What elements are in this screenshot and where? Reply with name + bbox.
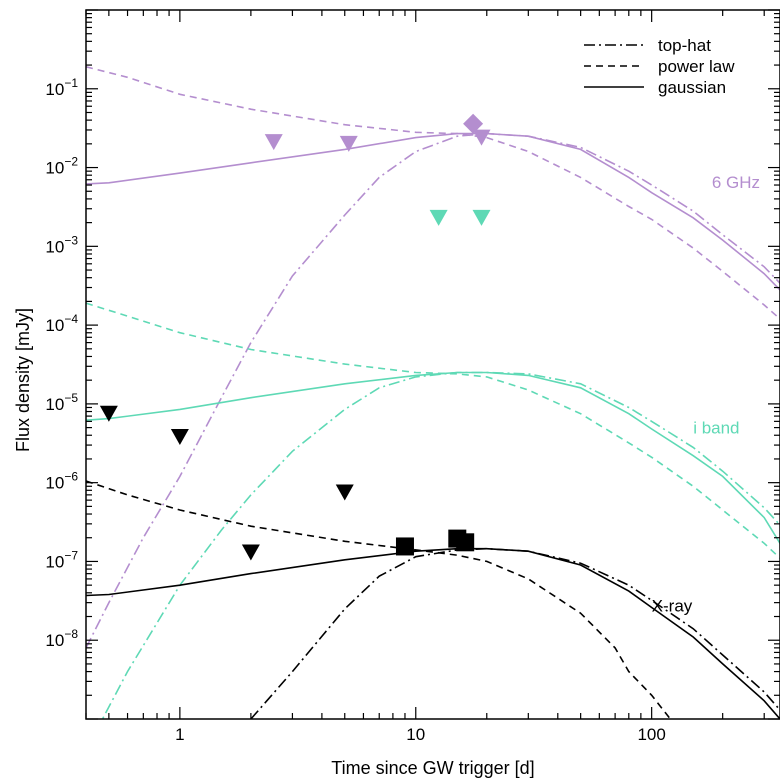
i-band-power-law-curve — [86, 302, 780, 559]
plot-frame — [85, 9, 780, 720]
y-tick-label: 10−1 — [45, 76, 78, 99]
i-band-top-hat-curve — [101, 371, 780, 719]
band-label-x-ray: X-ray — [652, 597, 693, 616]
legend-label-gaussian: gaussian — [658, 78, 726, 97]
i-band-upper-limit-marker — [429, 209, 448, 226]
x-ray-upper-limit-marker — [170, 428, 189, 445]
band-label-6-ghz: 6 GHz — [712, 173, 760, 192]
x-ray-top-hat-curve — [250, 547, 780, 719]
6-ghz-upper-limit-marker — [264, 134, 283, 151]
x-ray-gaussian-curve — [86, 547, 780, 719]
6-ghz-power-law-curve — [86, 66, 780, 320]
6-ghz-upper-limit-marker — [472, 129, 491, 146]
x-tick-label: 10 — [406, 725, 425, 744]
legend-label-power-law: power law — [658, 57, 735, 76]
band-labels: 6 GHz i band X-ray — [652, 173, 760, 616]
y-tick-label: 10−8 — [45, 627, 78, 650]
y-tick-label: 10−2 — [45, 155, 78, 178]
6-ghz-top-hat-curve — [86, 132, 780, 649]
band-label-i-band: i band — [693, 419, 739, 438]
x-ray-upper-limit-marker — [241, 544, 260, 561]
y-axis-title: Flux density [mJy] — [13, 308, 33, 452]
i-band-upper-limit-marker — [472, 209, 491, 226]
x-axis-title: Time since GW trigger [d] — [331, 758, 534, 778]
6-ghz-upper-limit-marker — [339, 135, 358, 152]
legend-label-top-hat: top-hat — [658, 36, 711, 55]
x-ray-upper-limit-marker — [335, 484, 354, 501]
model-curves — [86, 66, 780, 719]
y-tick-label: 10−4 — [45, 312, 78, 335]
6-ghz-detection-marker — [463, 113, 484, 134]
x-ray-upper-limit-marker — [99, 405, 118, 422]
legend: top-hat power law gaussian — [584, 36, 735, 97]
data-markers — [99, 113, 491, 561]
x-ray-detection-marker — [395, 537, 414, 556]
y-tick-label: 10−7 — [45, 548, 78, 571]
x-tick-label: 1 — [175, 725, 184, 744]
x-ray-detection-marker — [456, 533, 475, 552]
x-tick-label: 100 — [637, 725, 665, 744]
axes: 1 10 100 10−1 10−2 10−3 10−4 10−5 10−6 10−7 10−8 — [45, 9, 780, 744]
y-tick-label: 10−3 — [45, 233, 78, 256]
y-tick-label: 10−6 — [45, 470, 78, 493]
x-ray-power-law-curve — [86, 480, 671, 719]
y-tick-label: 10−5 — [45, 391, 78, 414]
